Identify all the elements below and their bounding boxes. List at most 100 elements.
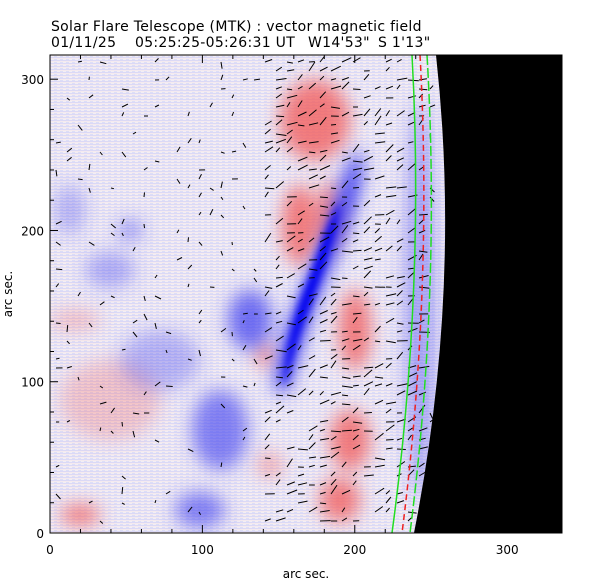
field-vector <box>352 265 359 270</box>
field-vector <box>352 434 359 441</box>
field-vector <box>231 150 237 153</box>
field-vector <box>341 157 351 162</box>
field-vector <box>253 382 256 387</box>
field-vector <box>330 65 342 72</box>
field-vector <box>341 429 352 432</box>
field-vector <box>55 220 62 225</box>
field-vector <box>330 315 338 324</box>
field-vector <box>319 149 328 153</box>
field-vector <box>231 358 235 362</box>
field-vector <box>396 300 404 306</box>
field-vector <box>308 82 317 90</box>
field-vector <box>286 458 293 468</box>
field-vector <box>341 237 348 243</box>
field-vector <box>308 425 318 432</box>
field-vector <box>341 277 348 279</box>
field-vector <box>363 95 371 99</box>
field-vector <box>143 295 146 302</box>
y-tick-label: 0 <box>36 527 44 541</box>
field-vector <box>286 481 295 486</box>
field-vector <box>154 160 160 163</box>
field-vector <box>385 110 391 117</box>
field-vector <box>275 115 285 118</box>
field-vector <box>407 372 418 378</box>
field-vector <box>374 376 384 379</box>
field-vector <box>220 403 226 409</box>
field-vector <box>220 327 227 333</box>
field-vector <box>297 210 305 216</box>
field-vector <box>407 381 417 387</box>
field-vector <box>286 247 294 252</box>
field-vector <box>341 111 350 117</box>
field-vector <box>385 490 391 495</box>
field-vector <box>297 345 302 351</box>
field-vector <box>341 201 348 207</box>
field-vector <box>374 141 386 144</box>
field-vector <box>319 165 331 171</box>
field-vector <box>330 391 342 396</box>
field-vector <box>330 292 336 297</box>
field-vector <box>308 151 316 154</box>
field-vector <box>396 500 405 504</box>
transverse-field-vectors <box>55 56 436 524</box>
field-vector <box>264 140 273 144</box>
field-vector <box>385 245 393 252</box>
field-vector <box>220 74 224 81</box>
field-vector <box>176 146 181 153</box>
field-vector <box>396 186 407 189</box>
field-vector <box>374 363 384 369</box>
field-vector <box>363 412 372 414</box>
field-vector <box>308 316 314 324</box>
field-vector <box>286 235 296 243</box>
field-vector <box>352 384 359 387</box>
field-vector <box>198 309 203 315</box>
field-vector <box>352 173 362 180</box>
field-vector <box>286 295 296 299</box>
field-vector <box>88 163 91 171</box>
field-vector <box>264 290 270 297</box>
field-vector <box>385 275 395 279</box>
field-vector <box>187 506 193 513</box>
field-vector <box>418 88 428 91</box>
obs-date: 01/11/25 <box>51 35 117 51</box>
field-vector <box>132 331 138 338</box>
field-vector <box>121 348 126 351</box>
field-vector <box>220 250 224 256</box>
field-vector <box>396 245 402 252</box>
field-vector <box>286 273 295 279</box>
field-vector <box>341 77 349 81</box>
field-vector <box>330 446 341 450</box>
field-vector <box>297 316 307 324</box>
field-vector <box>374 340 381 343</box>
field-vector <box>297 140 307 144</box>
field-vector <box>55 283 60 288</box>
field-vector <box>308 355 316 360</box>
field-vector <box>154 274 158 279</box>
field-vector <box>55 268 63 271</box>
field-vector <box>88 241 95 246</box>
field-vector <box>341 330 348 333</box>
field-vector <box>352 239 359 243</box>
field-vector <box>242 312 248 315</box>
field-vector <box>165 385 173 387</box>
field-vector <box>242 78 248 81</box>
field-vector <box>308 442 316 450</box>
field-vector <box>187 111 190 117</box>
field-vector <box>66 147 73 153</box>
field-vector <box>264 174 269 180</box>
field-vector <box>297 263 307 270</box>
field-vector <box>275 78 287 81</box>
field-vector <box>363 387 370 396</box>
field-vector <box>198 139 201 144</box>
field-vector <box>363 121 368 126</box>
field-vector <box>396 290 403 297</box>
field-vector <box>121 151 127 158</box>
field-vector <box>352 160 363 163</box>
field-vector <box>132 246 136 252</box>
limb-contours <box>391 55 433 533</box>
field-vector <box>330 225 339 234</box>
field-vector <box>99 427 102 432</box>
field-vector <box>286 382 294 387</box>
field-vector <box>341 81 350 90</box>
field-vector <box>319 246 326 252</box>
